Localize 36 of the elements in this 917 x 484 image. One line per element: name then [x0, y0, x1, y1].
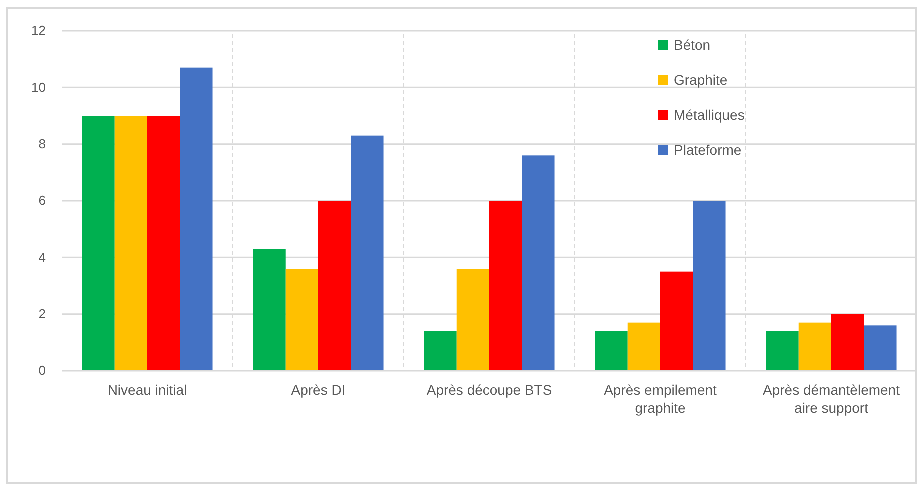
legend-label: Métalliques [674, 106, 745, 123]
x-tick-label: Niveau initial [108, 382, 188, 398]
x-tick-label: Après découpe BTS [426, 382, 552, 398]
x-tick-label: Après démantèlement aire support [763, 382, 900, 416]
bar [286, 269, 318, 371]
legend-label: Plateforme [674, 142, 742, 158]
bar [148, 116, 180, 371]
bar [351, 136, 384, 371]
bar [82, 116, 115, 371]
y-tick-label: 4 [38, 250, 46, 265]
bar [114, 116, 148, 371]
y-tick-label: 0 [38, 363, 46, 378]
y-tick-label: 2 [38, 306, 46, 322]
y-tick-label: 8 [38, 136, 46, 152]
bar [660, 272, 694, 371]
x-tick-label: Après empilement graphite [604, 382, 718, 416]
bar [253, 249, 286, 371]
bar [628, 322, 660, 371]
x-tick-label: Après DI [291, 382, 346, 398]
y-tick-label: 12 [32, 23, 46, 38]
bar [424, 331, 457, 371]
bar [318, 201, 352, 371]
bar [693, 201, 726, 371]
bar [798, 322, 832, 371]
bar [522, 156, 555, 371]
bar [766, 331, 799, 371]
bar [490, 201, 522, 371]
y-tick-label: 10 [32, 80, 46, 95]
y-tick-label: 6 [38, 193, 46, 208]
bar [864, 326, 897, 371]
bar [595, 331, 628, 371]
bar [180, 68, 213, 371]
legend-label: Graphite [674, 72, 728, 88]
bar [456, 269, 490, 371]
legend-label: Béton [674, 36, 711, 53]
bar [832, 314, 864, 371]
